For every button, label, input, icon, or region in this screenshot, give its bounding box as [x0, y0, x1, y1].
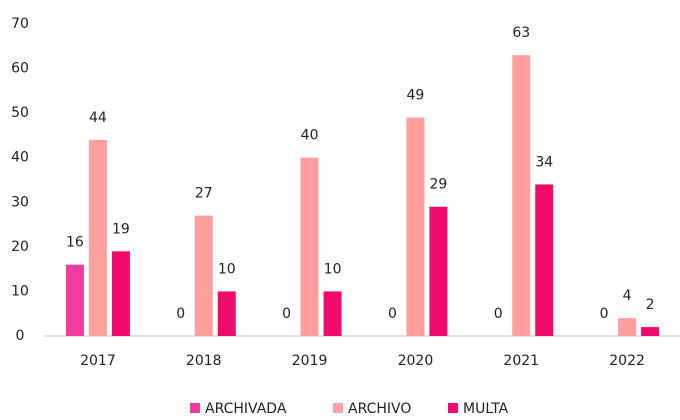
data-label: 63	[512, 25, 530, 41]
data-label: 0	[176, 306, 185, 322]
bar	[65, 264, 84, 336]
y-tick-label: 60	[11, 61, 29, 77]
data-label: 10	[218, 261, 236, 277]
data-label: 0	[600, 306, 609, 322]
data-label: 49	[407, 88, 425, 104]
x-tick-label: 2018	[186, 353, 222, 369]
data-label: 44	[89, 110, 107, 126]
data-label: 19	[112, 221, 130, 237]
y-tick-label: 0	[16, 328, 25, 344]
legend-label: ARCHIVADA	[205, 401, 287, 416]
x-tick-label: 2020	[398, 353, 434, 369]
bar	[512, 55, 531, 336]
data-label: 2	[646, 297, 655, 313]
y-tick-label: 50	[11, 105, 29, 121]
data-label: 34	[535, 154, 553, 170]
legend-label: ARCHIVO	[348, 401, 411, 416]
y-tick-label: 10	[11, 283, 29, 299]
legend-label: MULTA	[463, 401, 509, 416]
legend-swatch	[333, 403, 343, 413]
bar	[88, 139, 107, 336]
data-label: 4	[623, 288, 632, 304]
bar	[217, 291, 236, 336]
x-tick-label: 2017	[80, 353, 116, 369]
x-tick-label: 2019	[292, 353, 328, 369]
data-label: 0	[388, 306, 397, 322]
bar	[323, 291, 342, 336]
y-tick-label: 30	[11, 194, 29, 210]
bar	[618, 318, 637, 336]
data-label: 29	[430, 177, 448, 193]
y-tick-label: 40	[11, 150, 29, 166]
data-label: 0	[282, 306, 291, 322]
data-label: 16	[66, 235, 84, 251]
data-label: 0	[494, 306, 503, 322]
legend-swatch	[190, 403, 200, 413]
bar	[194, 215, 213, 336]
x-tick-label: 2022	[609, 353, 645, 369]
data-label: 40	[301, 128, 319, 144]
bar	[535, 184, 554, 336]
x-tick-label: 2021	[503, 353, 539, 369]
y-tick-label: 70	[11, 16, 29, 32]
bar	[300, 157, 319, 336]
data-label: 10	[324, 261, 342, 277]
bar	[429, 206, 448, 336]
bar	[406, 117, 425, 336]
data-label: 27	[195, 186, 213, 202]
y-tick-label: 20	[11, 239, 29, 255]
bar	[641, 327, 660, 336]
bar	[111, 251, 130, 336]
legend-swatch	[448, 403, 458, 413]
